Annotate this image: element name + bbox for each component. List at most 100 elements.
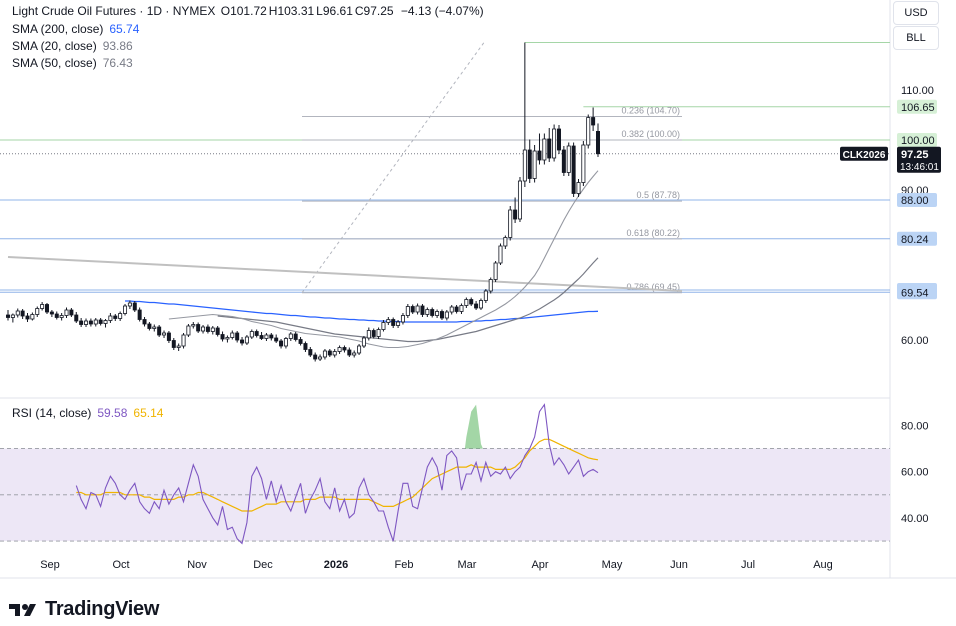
candle-body	[508, 209, 513, 238]
price-badge-label: 80.24	[901, 234, 929, 246]
candle-body	[430, 309, 435, 316]
sma20-label: SMA (20, close)	[12, 39, 97, 53]
currency-button[interactable]: USD	[893, 1, 939, 25]
price-badge-bg	[897, 99, 937, 114]
candle-body	[274, 337, 279, 342]
candle-body	[435, 311, 440, 316]
candle-body	[318, 356, 323, 360]
candle-body	[595, 130, 600, 155]
tradingview-icon	[9, 603, 36, 616]
candle-body	[371, 330, 376, 337]
time-tick-label: Feb	[395, 559, 414, 571]
time-tick-label: Jun	[670, 559, 688, 571]
candle-body	[196, 324, 201, 332]
candle-body	[132, 302, 137, 311]
candle-body	[552, 128, 557, 159]
candle-body	[488, 279, 493, 292]
candle-body	[342, 347, 347, 351]
rsi-tick-label: 60.00	[901, 467, 929, 479]
candle-body	[493, 262, 498, 280]
candle-body	[566, 145, 571, 173]
candle-body	[386, 319, 391, 323]
unit-button[interactable]: BLL	[893, 26, 939, 50]
trend-line	[7, 256, 683, 292]
candle-body	[210, 327, 215, 332]
candle-body	[498, 245, 503, 264]
fib-level-label: 0.786 (69.45)	[626, 282, 680, 292]
last-price-label: 97.25	[901, 149, 929, 161]
sma200-line	[125, 300, 599, 323]
candle-body	[98, 319, 103, 324]
candle-body	[269, 334, 274, 339]
time-tick-label: Dec	[253, 559, 273, 571]
candle-body	[366, 330, 371, 339]
candle-body	[205, 326, 210, 332]
candle-body	[171, 340, 176, 348]
fib-level-label: 0.618 (80.22)	[626, 228, 680, 238]
candle-body	[327, 350, 332, 356]
candle-body	[181, 334, 186, 347]
fib-trend-line	[301, 42, 485, 294]
candle-body	[30, 314, 35, 320]
candle-body	[513, 209, 518, 220]
candle-body	[425, 309, 430, 315]
candle-body	[400, 315, 405, 323]
candle-body	[49, 311, 54, 315]
indicator-sma50[interactable]: SMA (50, close) 76.43	[12, 56, 135, 71]
sma50-label: SMA (50, close)	[12, 56, 97, 70]
candle-body	[420, 305, 425, 315]
moving-averages-layer	[125, 170, 599, 349]
candle-body	[166, 332, 171, 341]
candle-body	[293, 333, 298, 340]
candle-body	[123, 305, 128, 314]
rsi-line	[75, 403, 599, 545]
candle-body	[522, 149, 527, 182]
rsi-tick-label: 40.00	[901, 513, 929, 525]
price-tick-label: 60.00	[901, 335, 929, 347]
price-tick-label: 110.00	[901, 85, 934, 97]
candle-body	[279, 340, 284, 347]
candle-body	[64, 309, 69, 316]
candle-body	[191, 324, 196, 327]
candle-body	[517, 180, 522, 220]
candle-body	[478, 300, 483, 309]
sma20-value: 93.86	[102, 39, 133, 53]
candle-body	[357, 345, 362, 354]
candle-body	[157, 326, 162, 336]
candle-body	[376, 329, 381, 337]
rsi-panel	[0, 403, 890, 545]
candle-body	[118, 313, 123, 319]
candle-body	[449, 306, 454, 313]
rsi-overbought-fill	[464, 404, 483, 449]
candle-body	[113, 315, 118, 319]
price-badge: 80.24	[897, 231, 937, 246]
last-price-badge	[897, 146, 941, 173]
indicator-rsi[interactable]: RSI (14, close) 59.58 65.14	[12, 406, 165, 421]
candle-body	[137, 309, 142, 320]
candle-body	[220, 334, 225, 340]
candle-body	[347, 349, 352, 356]
candles-layer	[6, 42, 600, 362]
symbol-tag-bg	[840, 146, 888, 161]
candle-body	[527, 149, 532, 179]
indicator-sma200[interactable]: SMA (200, close) 65.74	[12, 22, 141, 37]
candle-body	[352, 352, 357, 356]
indicator-sma20[interactable]: SMA (20, close) 93.86	[12, 39, 135, 54]
candle-body	[54, 313, 59, 318]
candle-body	[244, 336, 249, 344]
price-badge-label: 106.65	[901, 102, 935, 114]
candle-body	[474, 303, 479, 309]
symbol-title: Light Crude Oil Futures · 1D · NYMEX	[12, 4, 216, 18]
candle-body	[459, 305, 464, 312]
tradingview-logo[interactable]: TradingView	[9, 598, 159, 621]
price-badge-label: 69.54	[901, 287, 929, 299]
candle-body	[235, 332, 240, 341]
time-tick-label: Mar	[458, 559, 477, 571]
time-tick-label: May	[602, 559, 623, 571]
brand-name: TradingView	[45, 598, 160, 620]
rsi-label: RSI (14, close)	[12, 406, 92, 420]
fib-level-label: 0.236 (104.70)	[621, 106, 680, 116]
price-badge: 106.65	[897, 99, 937, 114]
candle-body	[532, 150, 537, 179]
